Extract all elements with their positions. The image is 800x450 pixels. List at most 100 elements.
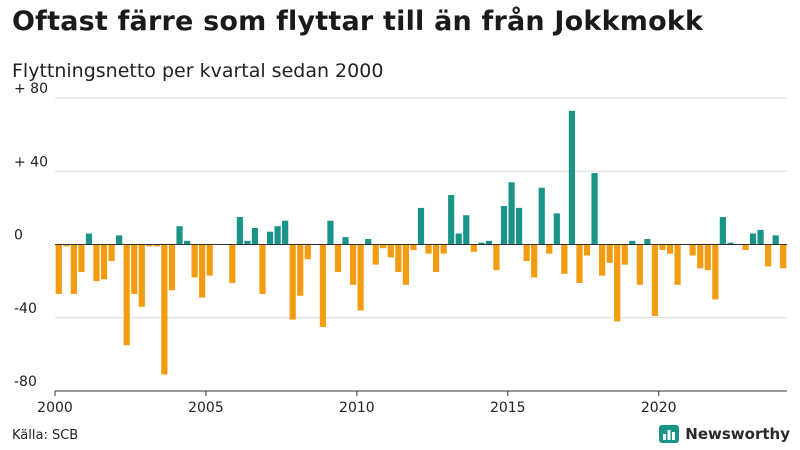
bar bbox=[583, 244, 591, 256]
bar bbox=[183, 240, 191, 245]
bar bbox=[772, 235, 779, 245]
bars bbox=[55, 110, 787, 375]
chart-title: Oftast färre som flyttar till än från Jo… bbox=[12, 6, 704, 37]
bar bbox=[387, 244, 394, 258]
bar bbox=[304, 244, 311, 260]
bar bbox=[266, 231, 274, 245]
bar bbox=[153, 244, 160, 247]
bar bbox=[531, 244, 538, 278]
x-tick-label: 2005 bbox=[188, 400, 224, 416]
bar bbox=[485, 240, 493, 245]
bar bbox=[433, 244, 440, 272]
bar bbox=[780, 244, 787, 269]
bar bbox=[606, 244, 613, 263]
bar bbox=[395, 244, 402, 272]
bar bbox=[666, 244, 674, 254]
bar bbox=[651, 244, 659, 316]
bar bbox=[70, 244, 77, 294]
bar bbox=[659, 244, 666, 250]
bar bbox=[538, 187, 545, 245]
bar bbox=[116, 235, 123, 245]
y-tick-label: -80 bbox=[14, 374, 37, 390]
bar bbox=[697, 244, 704, 269]
bar bbox=[297, 244, 304, 296]
bar bbox=[236, 217, 243, 245]
source-note: Källa: SCB bbox=[12, 428, 79, 443]
bar bbox=[131, 244, 138, 294]
bar bbox=[289, 244, 296, 320]
bar bbox=[674, 244, 681, 285]
bar bbox=[500, 206, 508, 245]
bar bbox=[229, 244, 236, 283]
bar bbox=[365, 239, 372, 245]
y-tick-label: + 40 bbox=[14, 154, 48, 170]
bar bbox=[553, 213, 560, 245]
bar bbox=[621, 244, 628, 265]
bar bbox=[380, 244, 387, 249]
brand-name: Newsworthy bbox=[685, 425, 790, 443]
bar bbox=[463, 215, 470, 245]
bar bbox=[455, 233, 462, 245]
bar bbox=[259, 244, 266, 294]
brand-logo[interactable]: Newsworthy bbox=[659, 425, 790, 443]
x-tick-label: 2010 bbox=[339, 400, 375, 416]
bar bbox=[349, 244, 357, 285]
bar bbox=[274, 226, 281, 245]
bar bbox=[523, 244, 530, 261]
bar bbox=[123, 244, 130, 346]
bar bbox=[206, 244, 213, 276]
chart-subtitle: Flyttningsnetto per kvartal sedan 2000 bbox=[12, 60, 384, 82]
bar bbox=[568, 110, 576, 245]
bar bbox=[342, 237, 349, 245]
bar bbox=[425, 244, 432, 254]
bar bbox=[516, 207, 523, 245]
bar bbox=[146, 244, 153, 247]
bar bbox=[561, 244, 568, 274]
bar bbox=[63, 244, 70, 247]
bar bbox=[749, 233, 757, 245]
bar bbox=[742, 244, 749, 250]
bar bbox=[493, 244, 500, 271]
bar bbox=[282, 220, 289, 245]
bar bbox=[727, 242, 734, 245]
bar bbox=[410, 244, 417, 250]
x-tick-label: 2020 bbox=[641, 400, 677, 416]
bar bbox=[168, 244, 176, 291]
bar bbox=[440, 244, 447, 254]
bar bbox=[357, 244, 364, 311]
bar bbox=[402, 244, 409, 285]
bar bbox=[712, 244, 719, 300]
bar bbox=[251, 228, 259, 245]
bar bbox=[85, 233, 93, 245]
bar bbox=[546, 244, 553, 254]
bar bbox=[327, 220, 334, 245]
bar bbox=[614, 244, 621, 322]
bar bbox=[470, 244, 477, 252]
bar bbox=[644, 239, 651, 245]
bar bbox=[319, 244, 326, 327]
bar bbox=[757, 229, 764, 245]
bar bbox=[478, 242, 485, 245]
bar bbox=[636, 244, 643, 285]
y-tick-label: + 80 bbox=[14, 81, 48, 97]
bar bbox=[508, 182, 515, 245]
y-tick-label: -40 bbox=[14, 301, 37, 317]
bar bbox=[108, 244, 115, 261]
bar bbox=[161, 244, 168, 375]
bar bbox=[765, 244, 772, 267]
bar bbox=[448, 195, 455, 245]
bar bbox=[689, 244, 696, 256]
bar bbox=[372, 244, 379, 265]
bar bbox=[191, 244, 198, 278]
bar bbox=[93, 244, 100, 282]
bar bbox=[138, 244, 145, 307]
bar-chart-icon bbox=[659, 425, 680, 443]
bar bbox=[244, 240, 251, 245]
bar bbox=[599, 244, 606, 276]
bar bbox=[417, 207, 425, 245]
bar bbox=[78, 244, 85, 272]
bar bbox=[199, 244, 206, 298]
bar bbox=[704, 244, 711, 271]
